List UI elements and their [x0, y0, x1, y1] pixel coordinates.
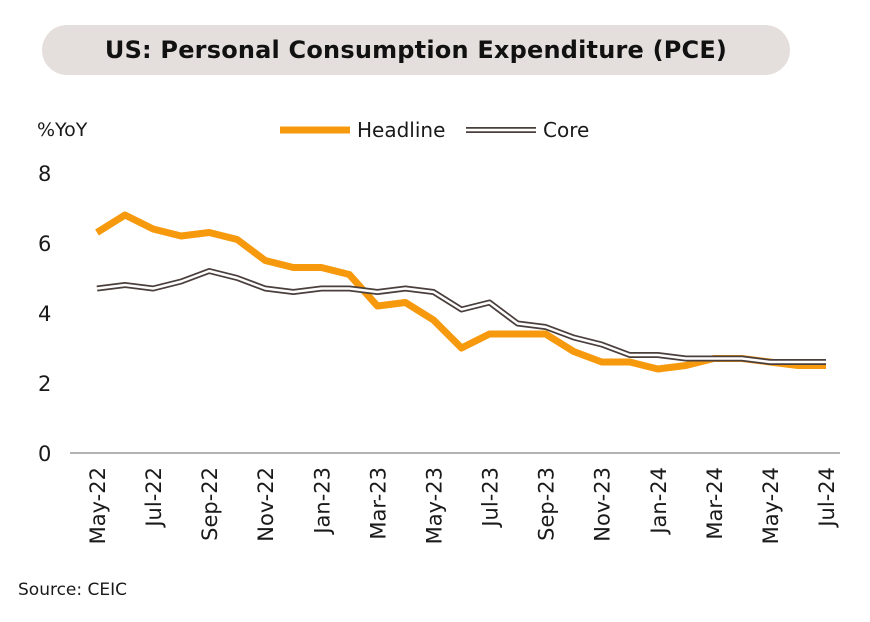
data-point	[826, 365, 827, 366]
y-tick-label: 8	[38, 162, 51, 186]
data-point	[293, 292, 294, 293]
data-point	[293, 267, 294, 268]
data-point	[461, 309, 462, 310]
x-tick-label: May-22	[86, 467, 110, 544]
data-point	[573, 337, 574, 338]
series-headline	[95, 211, 827, 373]
data-point	[433, 292, 434, 293]
data-point	[181, 236, 182, 237]
data-point	[405, 288, 406, 289]
data-point	[545, 327, 546, 328]
data-point	[153, 229, 154, 230]
data-point	[685, 358, 686, 359]
data-point	[321, 267, 322, 268]
legend-item-core: Core	[466, 118, 589, 142]
data-point	[741, 358, 742, 359]
legend-label: Headline	[357, 118, 445, 142]
data-point	[209, 271, 210, 272]
data-point	[265, 288, 266, 289]
x-tick-label: Mar-24	[703, 467, 727, 540]
y-tick-label: 2	[38, 372, 51, 396]
data-point	[97, 232, 98, 233]
x-tick-label: Mar-23	[366, 467, 390, 540]
legend-label: Core	[543, 118, 589, 142]
x-tick-label: May-24	[759, 467, 783, 544]
data-point	[601, 362, 602, 363]
chart-title: US: Personal Consumption Expenditure (PC…	[104, 36, 728, 64]
data-point	[713, 358, 714, 359]
data-point	[685, 365, 686, 366]
y-axis-label: %YoY	[37, 119, 88, 141]
data-point	[433, 320, 434, 321]
data-point	[489, 334, 490, 335]
data-point	[181, 281, 182, 282]
data-point	[125, 285, 126, 286]
x-tick-label: Jan-24	[647, 467, 671, 536]
data-point	[97, 288, 98, 289]
source-note: Source: CEIC	[18, 580, 128, 600]
y-tick-label: 6	[38, 232, 51, 256]
x-tick-label: Nov-22	[254, 467, 278, 542]
chart-title-banner: US: Personal Consumption Expenditure (PC…	[42, 25, 790, 75]
data-point	[209, 232, 210, 233]
data-point	[573, 351, 574, 352]
x-axis-ticks: May-22 Jul-22 Sep-22 Nov-22 Jan-23 Mar-23 May-…	[86, 467, 839, 544]
data-point	[349, 288, 350, 289]
x-tick-label: Jan-23	[310, 467, 334, 536]
x-tick-label: Jul-22	[142, 467, 166, 529]
data-point	[517, 334, 518, 335]
data-point	[153, 288, 154, 289]
x-tick-label: May-23	[422, 467, 446, 544]
data-point	[125, 215, 126, 216]
data-point	[377, 306, 378, 307]
x-tick-label: Sep-23	[535, 467, 559, 541]
data-point	[405, 302, 406, 303]
data-point	[601, 344, 602, 345]
data-point	[769, 362, 770, 363]
data-point	[461, 348, 462, 349]
y-tick-label: 0	[38, 442, 51, 466]
x-tick-label: Sep-22	[198, 467, 222, 541]
data-point	[545, 334, 546, 335]
data-point	[517, 323, 518, 324]
legend: Headline Core	[280, 118, 589, 142]
data-point	[826, 362, 827, 363]
data-point	[629, 355, 630, 356]
data-point	[349, 274, 350, 275]
y-axis-ticks: 0 2 4 6 8	[38, 162, 51, 466]
series-layer	[95, 211, 827, 373]
data-point	[265, 260, 266, 261]
data-point	[629, 362, 630, 363]
y-tick-label: 4	[38, 302, 51, 326]
x-tick-label: Jul-24	[815, 467, 839, 529]
series-line-inner	[96, 269, 826, 364]
data-point	[798, 362, 799, 363]
x-tick-label: Jul-23	[479, 467, 503, 529]
data-point	[321, 288, 322, 289]
series-line	[95, 211, 826, 373]
data-point	[657, 355, 658, 356]
legend-item-headline: Headline	[280, 118, 445, 142]
data-point	[657, 369, 658, 370]
data-point	[237, 278, 238, 279]
series-core	[96, 268, 827, 365]
data-point	[377, 292, 378, 293]
data-point	[237, 239, 238, 240]
data-point	[489, 302, 490, 303]
data-point	[798, 365, 799, 366]
x-tick-label: Nov-23	[591, 467, 615, 542]
